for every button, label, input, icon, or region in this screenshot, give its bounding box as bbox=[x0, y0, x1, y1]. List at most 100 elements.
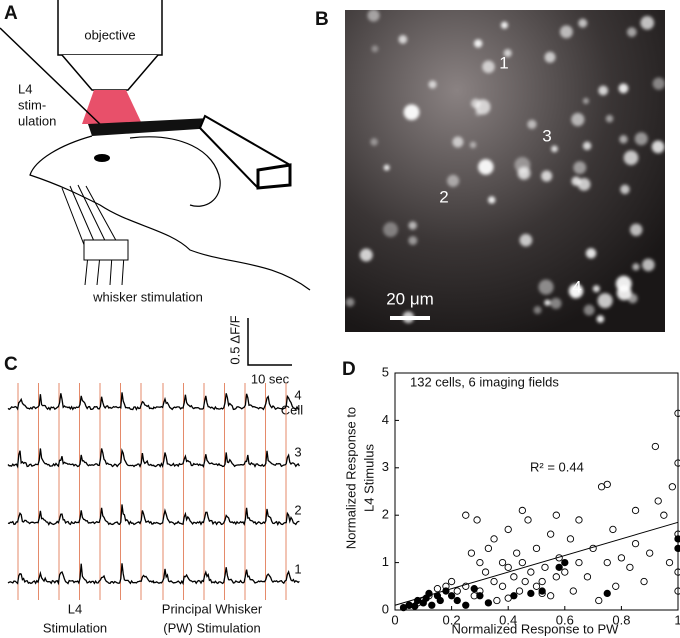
cell-body bbox=[370, 138, 378, 146]
cell-number: 1 bbox=[499, 53, 508, 72]
point bbox=[609, 525, 617, 534]
point bbox=[490, 577, 498, 586]
y-tick-label: 5 bbox=[382, 364, 389, 379]
trace bbox=[7, 563, 155, 586]
x-tick-label: 0.2 bbox=[443, 612, 461, 627]
annotation: 132 cells, 6 imaging fields bbox=[410, 374, 559, 389]
point bbox=[674, 535, 680, 543]
point bbox=[447, 592, 456, 600]
cell-body bbox=[551, 145, 558, 153]
micrograph bbox=[345, 10, 665, 332]
point bbox=[467, 549, 476, 557]
cell-body bbox=[585, 248, 597, 259]
point bbox=[476, 558, 484, 567]
y-tick-label: 0 bbox=[382, 601, 389, 616]
cell-body bbox=[383, 222, 399, 238]
point bbox=[490, 535, 498, 543]
point bbox=[651, 442, 660, 451]
electrode bbox=[0, 27, 103, 127]
cell-body bbox=[428, 80, 437, 89]
point bbox=[555, 554, 563, 562]
cell-body bbox=[345, 297, 355, 307]
cell-body bbox=[408, 236, 418, 246]
cell-body bbox=[618, 83, 629, 94]
x-tick-label: 0.6 bbox=[556, 612, 574, 627]
trendline bbox=[394, 521, 679, 606]
point bbox=[646, 549, 654, 557]
cell-label: 1 bbox=[294, 561, 301, 576]
point bbox=[566, 535, 575, 543]
panel-a: A objective L4 stim- ulation whisker sti… bbox=[0, 0, 311, 304]
plot-frame bbox=[394, 372, 679, 611]
point bbox=[674, 587, 680, 595]
trace bbox=[7, 447, 155, 469]
point bbox=[462, 601, 470, 609]
cell-body bbox=[527, 119, 537, 130]
cell-body bbox=[478, 159, 494, 175]
y-tick-label: 4 bbox=[382, 412, 389, 427]
head-plate bbox=[88, 118, 214, 136]
point bbox=[532, 582, 541, 590]
point bbox=[518, 558, 526, 567]
y-axis-label: Normalized Response to bbox=[343, 407, 358, 549]
x-tick-label: 0.4 bbox=[499, 612, 517, 627]
cell-body bbox=[488, 196, 496, 204]
point bbox=[484, 544, 493, 553]
point bbox=[541, 563, 549, 571]
cell-body bbox=[651, 140, 665, 154]
point bbox=[524, 516, 532, 524]
x-tick-label: 0.8 bbox=[612, 612, 630, 627]
point bbox=[575, 516, 583, 524]
trace bbox=[153, 567, 300, 586]
cell-body bbox=[568, 283, 584, 299]
panel-label: B bbox=[315, 9, 329, 30]
point bbox=[453, 596, 461, 605]
r2-label: R² = 0.44 bbox=[530, 459, 584, 474]
cell-body bbox=[475, 110, 482, 117]
panel-label: C bbox=[4, 354, 18, 375]
cell-body bbox=[371, 45, 379, 53]
point bbox=[518, 506, 526, 515]
point bbox=[484, 599, 493, 607]
cell-body bbox=[359, 248, 373, 262]
point bbox=[538, 577, 546, 586]
cell-body bbox=[577, 177, 591, 191]
x-axis-label: Normalized Response to PW bbox=[452, 621, 620, 636]
cell-body bbox=[582, 141, 592, 151]
point bbox=[640, 577, 648, 586]
point bbox=[552, 573, 560, 581]
cell-body bbox=[544, 299, 551, 306]
objective-tip bbox=[61, 54, 159, 91]
cell-body bbox=[573, 161, 587, 175]
point bbox=[527, 589, 535, 598]
point bbox=[504, 525, 512, 534]
cell-body bbox=[629, 223, 643, 237]
cell-body bbox=[538, 279, 554, 295]
light-cone bbox=[82, 90, 142, 124]
panel-d: D Normalized Response to L4 Stimulus Nor… bbox=[342, 359, 680, 636]
point bbox=[547, 530, 555, 538]
point bbox=[447, 577, 456, 586]
scale-bar bbox=[247, 318, 292, 366]
cell-body bbox=[596, 315, 605, 323]
point bbox=[660, 511, 668, 519]
point bbox=[603, 558, 611, 567]
cell-body bbox=[598, 85, 609, 96]
group-label: L4 bbox=[68, 601, 82, 616]
y-axis-label: L4 Stimulus bbox=[361, 444, 376, 512]
stim-label: ulation bbox=[18, 113, 56, 128]
cell-body bbox=[447, 174, 460, 187]
cell-body bbox=[519, 233, 533, 247]
point bbox=[473, 516, 481, 524]
cell-body bbox=[640, 16, 655, 30]
point bbox=[674, 568, 680, 576]
cell-body bbox=[550, 297, 562, 309]
scale-bar bbox=[390, 316, 430, 320]
cell-number: 4 bbox=[572, 277, 581, 296]
point bbox=[603, 480, 611, 489]
cell-body bbox=[615, 275, 632, 292]
objective-label: objective bbox=[84, 27, 135, 42]
cell-number: 2 bbox=[439, 187, 448, 206]
point bbox=[595, 596, 603, 605]
